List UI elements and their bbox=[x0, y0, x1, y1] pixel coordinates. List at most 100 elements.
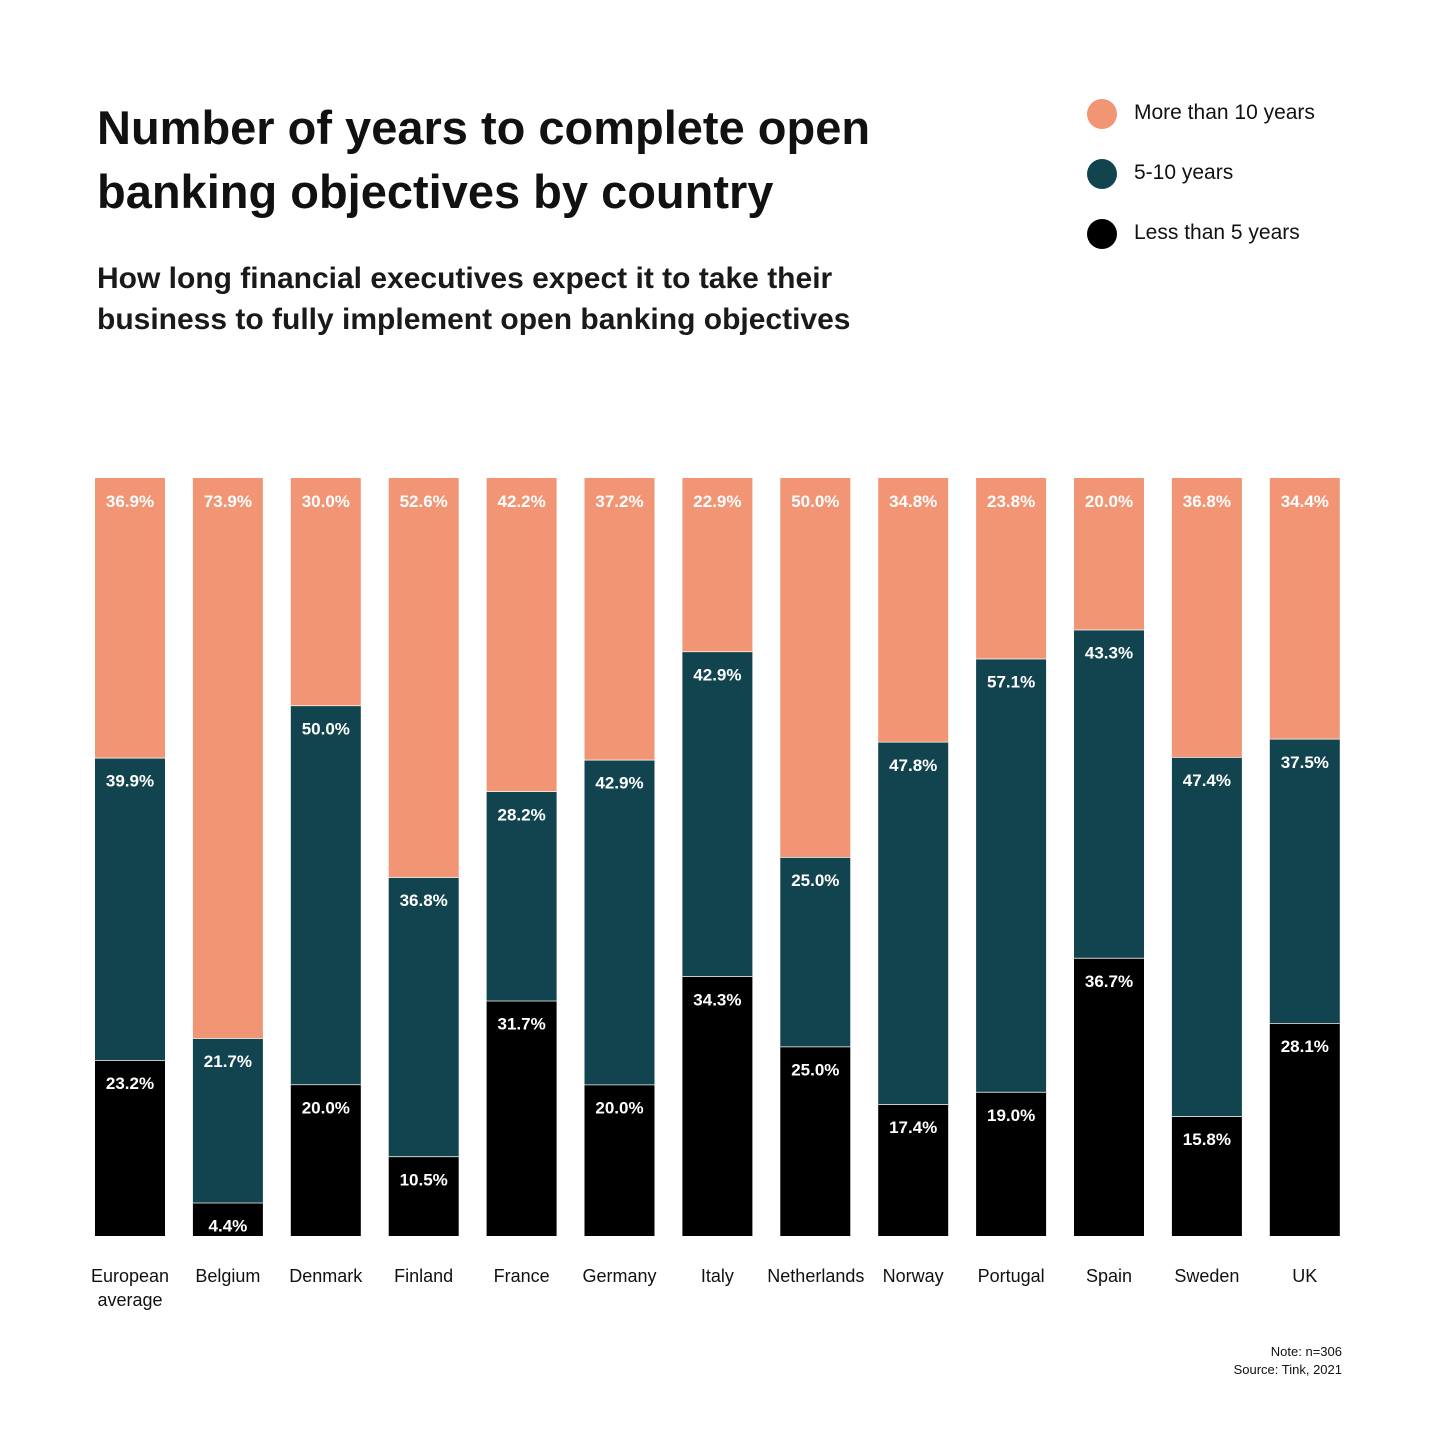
value-label: 23.2% bbox=[106, 1074, 154, 1093]
x-tick-label: Italy bbox=[700, 1266, 734, 1286]
value-label: 39.9% bbox=[106, 772, 154, 791]
bar-segment bbox=[95, 478, 165, 758]
value-label: 10.5% bbox=[400, 1170, 448, 1189]
x-tick-label: Germany bbox=[582, 1266, 657, 1286]
value-label: 20.0% bbox=[1085, 492, 1133, 511]
bar-segment bbox=[486, 1000, 557, 1236]
bar-segment bbox=[1269, 478, 1340, 739]
value-label: 47.8% bbox=[889, 756, 937, 775]
value-label: 30.0% bbox=[302, 492, 350, 511]
chart-subtitle: How long financial executives expect it … bbox=[97, 262, 851, 336]
x-tick-label: Portugal bbox=[977, 1266, 1045, 1286]
value-label: 25.0% bbox=[791, 871, 839, 890]
bar-segment bbox=[780, 478, 851, 857]
bar-segment bbox=[290, 705, 361, 1085]
value-label: 42.9% bbox=[693, 665, 741, 684]
bar-segment bbox=[1171, 1116, 1242, 1236]
value-label: 57.1% bbox=[987, 673, 1035, 692]
x-tick-label: Belgium bbox=[195, 1266, 261, 1286]
value-label: 37.5% bbox=[1281, 753, 1329, 772]
x-tick-label: Finland bbox=[394, 1266, 454, 1286]
bar-segment bbox=[878, 1104, 949, 1236]
x-tick-label: UK bbox=[1292, 1266, 1318, 1286]
value-label: 31.7% bbox=[497, 1015, 545, 1034]
legend-marker bbox=[1087, 99, 1117, 129]
value-label: 28.1% bbox=[1281, 1037, 1329, 1056]
legend-label: 5-10 years bbox=[1134, 161, 1234, 184]
chart-title: Number of years to complete open banking… bbox=[97, 101, 871, 218]
bar-segment bbox=[192, 1038, 263, 1203]
bar-segment bbox=[780, 857, 851, 1047]
value-label: 34.8% bbox=[889, 492, 937, 511]
bar-segment bbox=[682, 478, 753, 652]
value-label: 52.6% bbox=[400, 492, 448, 511]
bar-segment bbox=[1171, 756, 1242, 1117]
bar-segment bbox=[192, 1202, 263, 1236]
value-label: 25.0% bbox=[791, 1061, 839, 1080]
value-label: 15.8% bbox=[1183, 1130, 1231, 1149]
value-label: 42.9% bbox=[595, 774, 643, 793]
bar-segment bbox=[584, 759, 655, 1085]
value-label: 37.2% bbox=[595, 492, 643, 511]
bar-segment bbox=[976, 658, 1047, 1092]
bar-segment bbox=[1074, 629, 1144, 958]
legend-marker bbox=[1087, 159, 1117, 189]
bar-segment bbox=[780, 1046, 851, 1236]
bar-segment bbox=[1074, 478, 1144, 630]
value-label: 23.8% bbox=[987, 492, 1035, 511]
x-tick-label: Norway bbox=[882, 1266, 944, 1286]
value-label: 47.4% bbox=[1183, 771, 1231, 790]
bar-segment bbox=[290, 478, 361, 706]
bar-segment bbox=[95, 1060, 165, 1236]
bar-segment bbox=[192, 478, 263, 1039]
bar-segment bbox=[584, 478, 655, 760]
value-label: 36.8% bbox=[1183, 492, 1231, 511]
x-tick-label: Netherlands bbox=[767, 1266, 865, 1286]
legend-label: Less than 5 years bbox=[1134, 221, 1300, 244]
bar-segment bbox=[682, 651, 753, 977]
value-label: 36.8% bbox=[400, 891, 448, 910]
bar-segment bbox=[584, 1084, 655, 1236]
x-tick-label: France bbox=[493, 1266, 550, 1286]
value-label: 73.9% bbox=[204, 492, 252, 511]
value-label: 20.0% bbox=[595, 1099, 643, 1118]
value-label: 34.4% bbox=[1281, 492, 1329, 511]
bar-segment bbox=[486, 791, 557, 1001]
value-label: 17.4% bbox=[889, 1118, 937, 1137]
x-tick-label: European average bbox=[90, 1266, 170, 1310]
bar-segment bbox=[878, 741, 949, 1105]
value-label: 50.0% bbox=[791, 492, 839, 511]
bar-segment bbox=[976, 1091, 1047, 1236]
value-label: 42.2% bbox=[497, 492, 545, 511]
x-tick-label: Sweden bbox=[1174, 1266, 1240, 1286]
value-label: 19.0% bbox=[987, 1106, 1035, 1125]
legend-marker bbox=[1087, 219, 1117, 249]
value-label: 20.0% bbox=[302, 1098, 350, 1117]
value-label: 22.9% bbox=[693, 492, 741, 511]
value-label: 43.3% bbox=[1085, 644, 1133, 663]
x-tick-label: Spain bbox=[1085, 1266, 1133, 1286]
value-label: 36.7% bbox=[1085, 972, 1133, 991]
bar-segment bbox=[1074, 957, 1144, 1236]
value-label: 21.7% bbox=[204, 1052, 252, 1071]
bar-segment bbox=[95, 757, 165, 1061]
bar-segment bbox=[486, 478, 557, 792]
legend-label: More than 10 years bbox=[1134, 101, 1315, 124]
value-label: 36.9% bbox=[106, 492, 154, 511]
bar-segment bbox=[976, 478, 1047, 659]
value-label: 34.3% bbox=[693, 990, 741, 1009]
x-tick-label: Denmark bbox=[289, 1266, 363, 1286]
note: Source: Tink, 2021 bbox=[1233, 1362, 1342, 1377]
bar-segment bbox=[878, 478, 949, 742]
note: Note: n=306 bbox=[1270, 1344, 1342, 1359]
value-label: 50.0% bbox=[302, 719, 350, 738]
bar-segment bbox=[388, 1156, 459, 1236]
bar-segment bbox=[290, 1084, 361, 1236]
bar-segment bbox=[388, 877, 459, 1157]
value-label: 4.4% bbox=[209, 1217, 248, 1236]
bar-segment bbox=[682, 976, 753, 1236]
bar-segment bbox=[1269, 738, 1340, 1024]
bar-segment bbox=[1171, 478, 1242, 757]
